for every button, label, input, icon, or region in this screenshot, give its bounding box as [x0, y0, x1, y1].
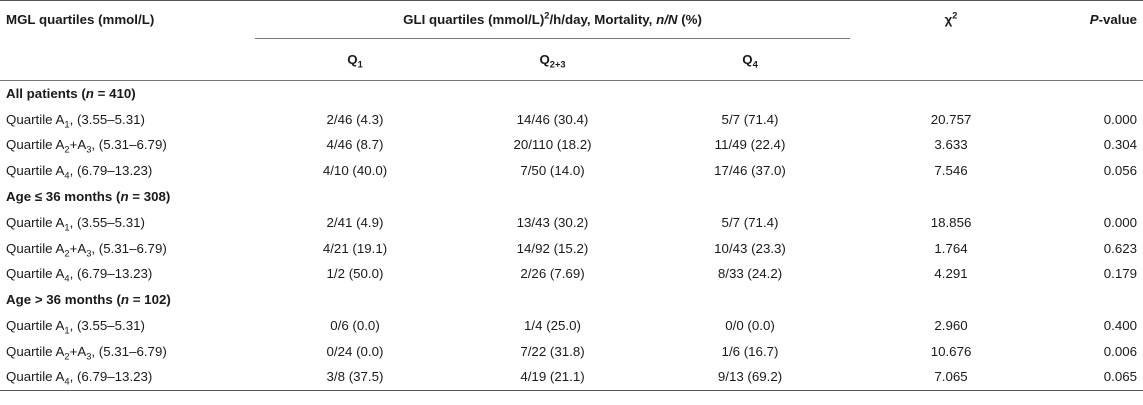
cell-q1: 4/46 (8.7)	[326, 137, 384, 153]
cell-p-value: 0.000	[1103, 111, 1138, 127]
cell-q23: 7/50 (14.0)	[520, 163, 585, 179]
cell-q4: 5/7 (71.4)	[721, 214, 779, 230]
table-body: All patients (n = 410) Quartile A1, (3.55…	[0, 81, 1143, 391]
cell-q23: 1/4 (25.0)	[524, 318, 581, 334]
row-label: Quartile A4, (6.79–13.23)	[6, 266, 153, 285]
header-blank	[850, 39, 1018, 81]
cell-q4: 10/43 (23.3)	[714, 240, 786, 256]
header-q1: Q1	[347, 52, 363, 70]
header-chi-square: χ2	[944, 10, 958, 28]
cell-q1: 1/2 (50.0)	[326, 266, 384, 282]
cell-q4: 1/6 (16.7)	[721, 343, 779, 359]
table-row: Quartile A1, (3.55–5.31) 2/46 (4.3) 14/46 …	[0, 106, 1143, 132]
section-title: Age > 36 months (n = 102)	[6, 292, 171, 308]
section-row: Age > 36 months (n = 102)	[0, 287, 1143, 313]
mortality-table: MGL quartiles (mmol/L) GLI quartiles (mm…	[0, 0, 1143, 391]
cell-chi-square: 7.546	[934, 163, 968, 179]
header-blank	[0, 39, 255, 81]
cell-p-value: 0.400	[1103, 318, 1138, 334]
header-q23: Q2+3	[539, 52, 566, 70]
header-blank	[1018, 39, 1143, 81]
header-q4: Q4	[742, 52, 758, 70]
cell-chi-square: 7.065	[934, 369, 968, 385]
table-row: Quartile A4, (6.79–13.23) 3/8 (37.5) 4/19 …	[0, 364, 1143, 391]
cell-chi-square: 18.856	[930, 214, 972, 230]
cell-p-value: 0.065	[1103, 369, 1138, 385]
cell-q1: 2/46 (4.3)	[326, 111, 384, 127]
cell-chi-square: 1.764	[934, 240, 968, 256]
cell-q23: 7/22 (31.8)	[520, 343, 585, 359]
cell-p-value: 0.179	[1103, 266, 1138, 282]
cell-q4: 11/49 (22.4)	[714, 137, 786, 153]
cell-q1: 0/24 (0.0)	[326, 343, 384, 359]
cell-q23: 20/110 (18.2)	[513, 137, 592, 153]
row-label: Quartile A4, (6.79–13.23)	[6, 369, 153, 388]
header-p-value: P-value	[1089, 12, 1138, 28]
table-row: Quartile A1, (3.55–5.31) 2/41 (4.9) 13/43 …	[0, 209, 1143, 235]
cell-p-value: 0.304	[1103, 137, 1138, 153]
cell-p-value: 0.000	[1103, 214, 1138, 230]
cell-q4: 0/0 (0.0)	[725, 318, 775, 334]
row-label: Quartile A4, (6.79–13.23)	[6, 163, 153, 181]
cell-p-value: 0.056	[1103, 163, 1138, 179]
table-row: Quartile A2+A3, (5.31–6.79) 4/46 (8.7) 20/…	[0, 132, 1143, 158]
cell-q23: 14/46 (30.4)	[516, 111, 589, 127]
cell-q1: 0/6 (0.0)	[330, 318, 380, 334]
cell-q23: 2/26 (7.69)	[520, 266, 585, 282]
cell-chi-square: 3.633	[934, 137, 968, 153]
row-label: Quartile A1, (3.55–5.31)	[6, 214, 145, 233]
table-row: Quartile A2+A3, (5.31–6.79) 0/24 (0.0) 7/2…	[0, 338, 1143, 364]
cell-q1: 4/10 (40.0)	[322, 163, 388, 179]
cell-q4: 8/33 (24.2)	[717, 266, 783, 282]
cell-q23: 4/19 (21.1)	[520, 369, 585, 385]
cell-q1: 4/21 (19.1)	[322, 240, 388, 256]
header-mgl-quartiles: MGL quartiles (mmol/L)	[6, 12, 155, 28]
row-label: Quartile A1, (3.55–5.31)	[6, 318, 145, 336]
section-row: All patients (n = 410)	[0, 81, 1143, 107]
cell-q4: 17/46 (37.0)	[714, 163, 786, 179]
table-row: Quartile A2+A3, (5.31–6.79) 4/21 (19.1) 14…	[0, 235, 1143, 261]
row-label: Quartile A2+A3, (5.31–6.79)	[6, 137, 167, 156]
cell-chi-square: 10.676	[930, 343, 972, 359]
cell-q23: 13/43 (30.2)	[516, 214, 589, 230]
section-title: Age ≤ 36 months (n = 308)	[6, 189, 171, 205]
cell-chi-square: 20.757	[930, 111, 972, 127]
cell-q4: 9/13 (69.2)	[717, 369, 783, 385]
table-row: Quartile A4, (6.79–13.23) 1/2 (50.0) 2/26 …	[0, 261, 1143, 287]
header-gli-quartiles: GLI quartiles (mmol/L)2/h/day, Mortality…	[255, 0, 851, 39]
row-label: Quartile A2+A3, (5.31–6.79)	[6, 240, 167, 259]
cell-chi-square: 4.291	[934, 266, 968, 282]
row-label: Quartile A1, (3.55–5.31)	[6, 111, 145, 130]
cell-q4: 5/7 (71.4)	[721, 111, 779, 127]
section-row: Age ≤ 36 months (n = 308)	[0, 184, 1143, 210]
row-label: Quartile A2+A3, (5.31–6.79)	[6, 343, 167, 362]
table-row: Quartile A1, (3.55–5.31) 0/6 (0.0) 1/4 (25…	[0, 313, 1143, 339]
cell-chi-square: 2.960	[934, 318, 968, 334]
section-title: All patients (n = 410)	[6, 86, 136, 102]
cell-p-value: 0.623	[1103, 240, 1138, 256]
cell-q1: 2/41 (4.9)	[326, 214, 384, 230]
table-header: MGL quartiles (mmol/L) GLI quartiles (mm…	[0, 0, 1143, 81]
cell-p-value: 0.006	[1103, 343, 1138, 359]
cell-q1: 3/8 (37.5)	[326, 369, 384, 385]
table-row: Quartile A4, (6.79–13.23) 4/10 (40.0) 7/50…	[0, 158, 1143, 184]
cell-q23: 14/92 (15.2)	[516, 240, 589, 256]
